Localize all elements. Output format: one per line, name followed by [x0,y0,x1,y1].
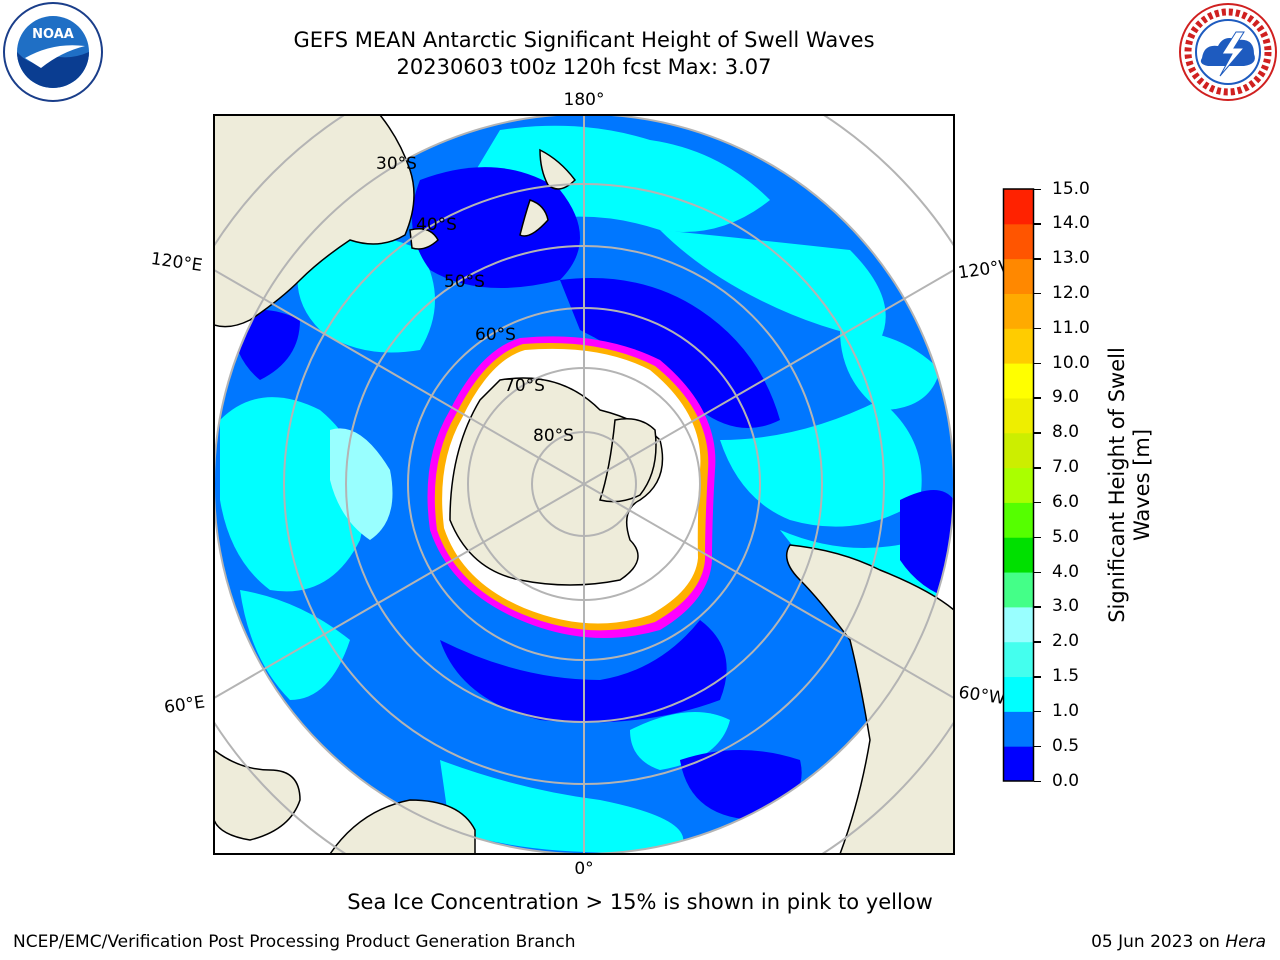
colorbar-tick-label: 11.0 [1052,317,1090,338]
colorbar-band [1003,293,1034,329]
colorbar-band [1003,223,1034,260]
lon-label-180: 180° [564,90,605,110]
lat-label-60s: 60°S [475,325,516,345]
colorbar-tick-mark [1034,188,1041,190]
colorbar-label-line2: Waves [m] [1130,428,1154,542]
colorbar-tick-mark [1034,676,1041,678]
colorbar-band [1003,537,1034,573]
colorbar-tick-label: 4.0 [1052,561,1080,582]
colorbar-tick-mark [1034,745,1041,748]
colorbar-band [1003,746,1034,782]
colorbar-tick-label: 1.5 [1052,666,1080,687]
colorbar-label-line1: Significant Height of Swell [1105,347,1129,623]
run-date: 05 Jun 2023 on Hera [1091,932,1266,952]
colorbar-tick-mark [1034,536,1041,539]
colorbar-tick-mark [1034,223,1041,225]
colorbar-tick-label: 5.0 [1052,526,1080,547]
lat-label-50s: 50°S [444,272,485,292]
colorbar-tick-mark [1034,397,1041,399]
colorbar-band [1003,606,1034,643]
colorbar-tick-mark [1034,258,1041,260]
colorbar-tick-mark [1034,571,1041,574]
colorbar-band [1003,258,1034,294]
colorbar-tick-mark [1034,606,1041,608]
colorbar-tick-label: 8.0 [1052,422,1080,443]
colorbar-band [1003,676,1034,712]
lat-label-70s: 70°S [504,376,545,396]
colorbar-tick-label: 13.0 [1052,248,1090,269]
lon-label-120e: 120°E [150,249,204,276]
colorbar-tick-label: 12.0 [1052,282,1090,303]
colorbar-band [1003,467,1034,503]
lon-label-0: 0° [574,859,593,879]
colorbar-band [1003,432,1034,469]
colorbar-tick-label: 7.0 [1052,457,1080,478]
colorbar-band [1003,363,1034,399]
lat-label-30s: 30°S [376,154,417,174]
colorbar-tick-label: 9.0 [1052,387,1080,408]
national-weather-service-logo [1179,3,1277,101]
lat-label-80s: 80°S [533,426,574,446]
colorbar-tick-mark [1034,780,1041,782]
colorbar-band [1003,711,1034,747]
colorbar-tick-mark [1034,467,1041,469]
colorbar-tick-label: 6.0 [1052,491,1080,512]
colorbar-tick-mark [1034,641,1041,643]
credit-line: NCEP/EMC/Verification Post Processing Pr… [13,932,576,952]
map-subtitle: 20230603 t00z 120h fcst Max: 3.07 [396,55,772,79]
colorbar-band [1003,572,1034,608]
lat-label-40s: 40°S [416,215,457,235]
svg-text:NOAA: NOAA [32,27,74,42]
host-name: Hera [1225,932,1266,952]
colorbar-tick-mark [1034,362,1041,365]
colorbar-band [1003,397,1034,434]
colorbar-tick-label: 1.0 [1052,700,1080,721]
colorbar-tick-label: 15.0 [1052,178,1090,199]
colorbar-tick-label: 14.0 [1052,213,1090,234]
colorbar-tick-mark [1034,710,1041,713]
colorbar-band [1003,328,1034,364]
colorbar-tick-mark [1034,327,1041,330]
graticule [214,115,954,854]
colorbar-tick-mark [1034,432,1041,434]
colorbar-tick-label: 3.0 [1052,596,1080,617]
lon-label-60e: 60°E [163,692,206,717]
colorbar-tick-label: 10.0 [1052,352,1090,373]
colorbar-tick-mark [1034,501,1041,504]
noaa-logo: NOAA [3,2,103,102]
colorbar-tick-label: 0.5 [1052,735,1080,756]
run-date-text: 05 Jun 2023 on [1091,932,1220,952]
colorbar-band [1003,641,1034,678]
map-title: GEFS MEAN Antarctic Significant Height o… [293,28,875,52]
sea-ice-footnote: Sea Ice Concentration > 15% is shown in … [347,890,933,914]
colorbar-band [1003,502,1034,538]
colorbar [1002,188,1035,782]
colorbar-tick-mark [1034,292,1041,295]
colorbar-band [1003,189,1034,225]
colorbar-tick-label: 2.0 [1052,631,1080,652]
colorbar-tick-label: 0.0 [1052,770,1080,791]
